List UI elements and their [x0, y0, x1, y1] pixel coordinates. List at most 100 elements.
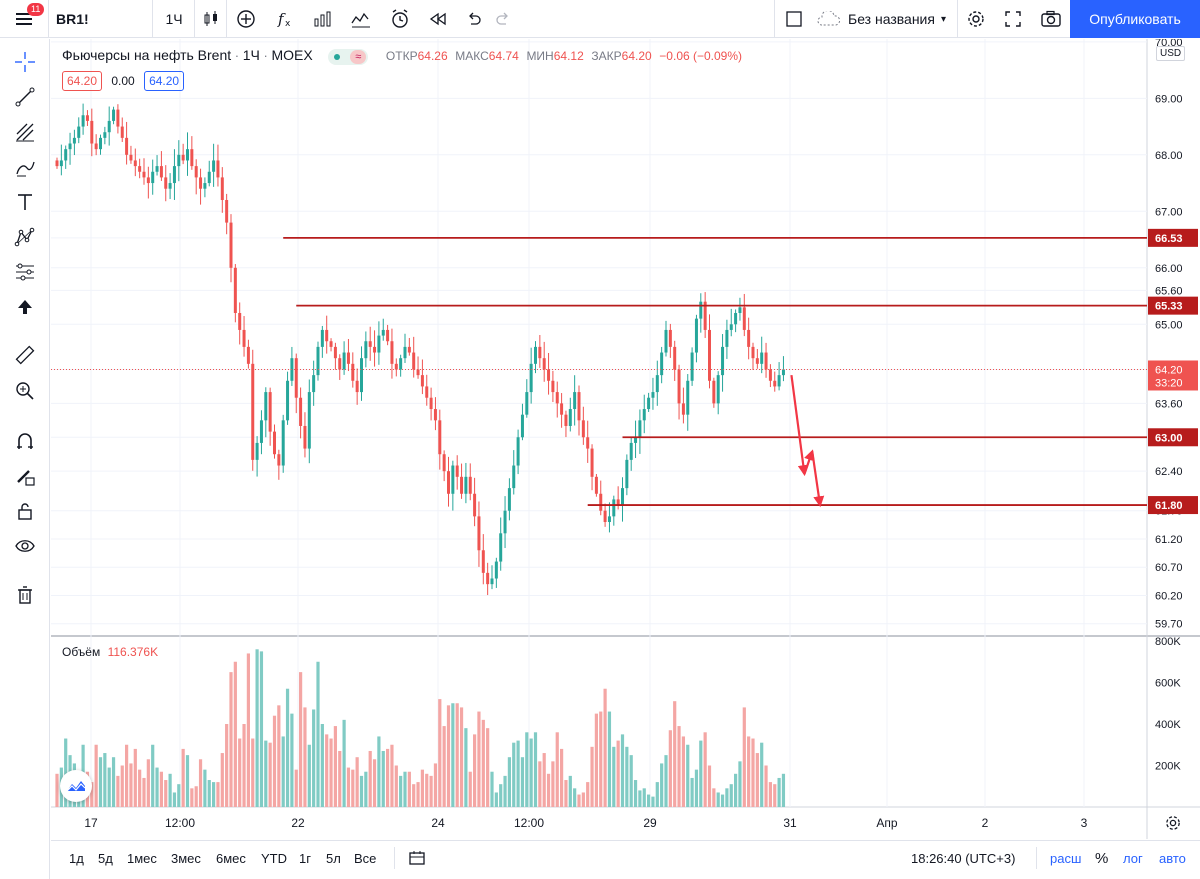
- volume-bar: [673, 701, 677, 807]
- bottom-toolbar: 1д 5д 1мес 3мес 6мес YTD 1г 5л Все 18:26…: [51, 840, 1200, 879]
- volume-bar: [433, 763, 438, 807]
- price-tag-value: 66.53: [1155, 233, 1183, 245]
- auto-scale-toggle[interactable]: авто: [1159, 850, 1186, 866]
- goto-date-icon[interactable]: [408, 841, 426, 875]
- settings-gear-icon[interactable]: [960, 0, 992, 38]
- percent-scale-toggle[interactable]: %: [1095, 849, 1109, 867]
- publish-button[interactable]: Опубликовать: [1070, 0, 1200, 38]
- time-tick-label: 22: [291, 816, 305, 830]
- candle: [755, 348, 759, 369]
- redo-icon[interactable]: [490, 0, 516, 38]
- candle: [673, 340, 677, 381]
- extended-hours-toggle[interactable]: расш: [1050, 850, 1082, 866]
- range-1y[interactable]: 1г: [299, 850, 311, 866]
- clock[interactable]: 18:26:40 (UTC+3): [911, 850, 1016, 866]
- alert-icon[interactable]: [385, 0, 415, 38]
- candle-body: [564, 414, 568, 426]
- stay-in-drawing-mode-icon[interactable]: [0, 461, 50, 491]
- templates-icon[interactable]: [346, 0, 376, 38]
- price-tag-value: 61.80: [1155, 500, 1183, 512]
- trash-icon[interactable]: [0, 580, 50, 610]
- volume-bar: [251, 738, 255, 807]
- volume-bar: [338, 750, 342, 807]
- chart-settings-gear-icon[interactable]: [1160, 812, 1186, 834]
- currency-label[interactable]: USD: [1156, 46, 1186, 61]
- volume-bar: [277, 705, 281, 807]
- layout-name-button[interactable]: Без названия ▾: [816, 0, 954, 38]
- range-5d[interactable]: 5д: [98, 850, 113, 866]
- candle: [290, 346, 294, 386]
- crosshair-icon[interactable]: [0, 47, 50, 77]
- ruler-icon[interactable]: [0, 340, 50, 370]
- ask-box[interactable]: 64.20: [144, 71, 185, 91]
- candle: [142, 158, 146, 185]
- prediction-tool-icon[interactable]: [0, 257, 50, 287]
- volume-bar: [451, 703, 455, 807]
- candle: [442, 450, 446, 482]
- candle-body: [677, 369, 681, 404]
- fullscreen-icon[interactable]: [998, 0, 1028, 38]
- candle: [433, 397, 437, 431]
- range-1d[interactable]: 1д: [69, 850, 84, 866]
- lock-icon[interactable]: [0, 496, 50, 526]
- pattern-tool-icon[interactable]: [0, 222, 50, 252]
- range-1m[interactable]: 1мес: [127, 850, 157, 866]
- range-6m[interactable]: 6мес: [216, 850, 246, 866]
- volume-bar: [760, 742, 764, 807]
- financials-icon[interactable]: [308, 0, 338, 38]
- text-tool-icon[interactable]: [0, 187, 50, 217]
- volume-bar: [168, 773, 172, 807]
- candle: [607, 502, 611, 533]
- volume-bar: [307, 744, 311, 807]
- candle: [668, 323, 672, 358]
- symbol-search-button[interactable]: BR1!: [56, 11, 89, 27]
- interval-button[interactable]: 1Ч: [165, 11, 183, 27]
- candles-icon[interactable]: [196, 0, 226, 38]
- camera-icon[interactable]: [1036, 0, 1066, 38]
- candle: [103, 126, 107, 145]
- candle: [233, 264, 237, 323]
- arrow-up-icon[interactable]: [0, 292, 50, 322]
- magnet-icon[interactable]: [0, 426, 50, 456]
- volume-bar: [281, 736, 285, 807]
- candle: [547, 352, 551, 395]
- volume-bar: [699, 740, 703, 807]
- chart-canvas[interactable]: 59.7060.2060.7061.2061.7062.4063.6065.00…: [51, 39, 1200, 839]
- brush-icon[interactable]: [0, 152, 50, 182]
- log-scale-toggle[interactable]: лог: [1123, 850, 1143, 866]
- fib-tools-icon[interactable]: [0, 117, 50, 147]
- candle-body: [625, 459, 629, 489]
- candle: [447, 456, 450, 507]
- compare-icon[interactable]: [231, 0, 261, 38]
- eye-icon[interactable]: [0, 531, 50, 561]
- range-all[interactable]: Все: [354, 850, 377, 866]
- candle-body: [708, 329, 711, 381]
- price-axis: 59.7060.2060.7061.2061.7062.4063.6065.00…: [1148, 39, 1198, 631]
- candle-body: [368, 341, 372, 347]
- candle-body: [116, 109, 120, 127]
- volume-bar: [164, 780, 168, 807]
- trend-line-icon[interactable]: [0, 82, 50, 112]
- candle-body: [246, 346, 250, 364]
- range-ytd[interactable]: YTD: [261, 850, 287, 866]
- candle-body: [77, 126, 81, 138]
- range-3m[interactable]: 3мес: [171, 850, 201, 866]
- volume-bar: [377, 736, 381, 807]
- candle-body: [577, 392, 581, 421]
- range-5y[interactable]: 5л: [326, 850, 341, 866]
- menu-icon[interactable]: [8, 0, 40, 38]
- volume-bar: [90, 782, 94, 807]
- candle: [281, 414, 285, 473]
- volume-bar: [203, 769, 207, 807]
- candle-body: [103, 132, 107, 138]
- zoom-icon[interactable]: [0, 376, 50, 406]
- volume-bar: [594, 713, 598, 807]
- volume-bar: [781, 773, 786, 807]
- fullscreen-layout-icon[interactable]: [780, 0, 808, 38]
- bid-box[interactable]: 64.20: [62, 71, 103, 91]
- market-status-icon[interactable]: ≈: [328, 48, 369, 65]
- replay-icon[interactable]: [423, 0, 453, 38]
- undo-icon[interactable]: [461, 0, 487, 38]
- tradingview-logo-icon[interactable]: [60, 770, 92, 802]
